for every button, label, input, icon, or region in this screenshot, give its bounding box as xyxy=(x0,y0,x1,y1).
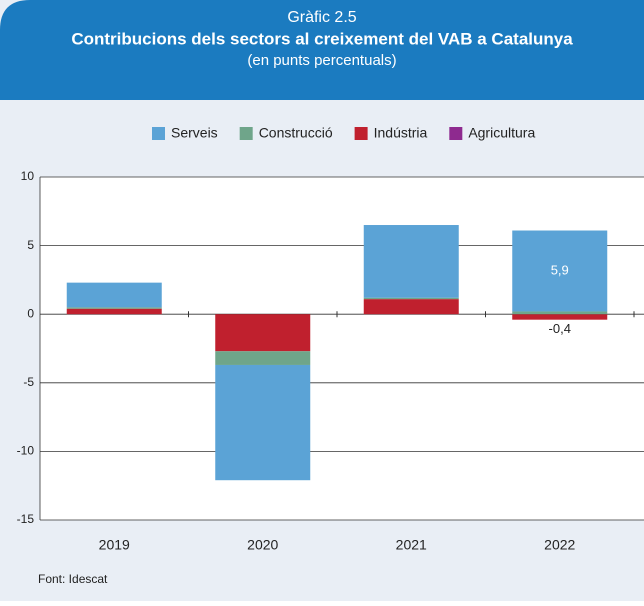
y-tick-label: -15 xyxy=(17,512,35,526)
bar-segment xyxy=(66,308,162,315)
y-tick-label: -5 xyxy=(23,375,34,389)
y-tick-label: 5 xyxy=(27,238,34,252)
source: Font: Idescat xyxy=(38,572,108,586)
x-tick-label: 2022 xyxy=(544,537,575,553)
legend-label: Indústria xyxy=(374,125,428,141)
bar-segment xyxy=(512,230,608,312)
bar-segment xyxy=(363,297,459,300)
legend-label: Agricultura xyxy=(468,125,535,141)
legend-label: Construcció xyxy=(259,125,333,141)
data-label: 5,9 xyxy=(551,262,569,277)
bar-segment xyxy=(363,225,459,298)
bar-segment xyxy=(215,314,311,352)
unit-note: (en punts percentuals) xyxy=(247,52,396,69)
legend-swatch xyxy=(239,127,253,140)
header xyxy=(0,0,644,100)
legend-swatch xyxy=(449,127,463,140)
legend-swatch xyxy=(354,127,368,140)
bar-segment xyxy=(215,364,311,481)
y-tick-label: 0 xyxy=(27,306,34,320)
chart-title: Gràfic 2.5 xyxy=(287,9,356,26)
x-tick-label: 2019 xyxy=(99,537,130,553)
chart-subtitle: Contribucions dels sectors al creixement… xyxy=(71,29,573,48)
x-tick-label: 2021 xyxy=(396,537,427,553)
plot-area xyxy=(40,177,644,520)
data-label: -0,4 xyxy=(549,321,571,336)
legend-label: Serveis xyxy=(171,125,218,141)
legend-swatch xyxy=(152,127,165,140)
y-tick-label: 10 xyxy=(21,169,35,183)
x-tick-label: 2020 xyxy=(247,537,278,553)
bar-segment xyxy=(66,307,162,309)
bar-segment xyxy=(66,282,162,308)
bar-segment xyxy=(512,311,608,315)
bar-segment xyxy=(215,351,311,365)
y-tick-label: -10 xyxy=(17,444,35,458)
bar-segment xyxy=(363,299,459,315)
bar-segment xyxy=(512,314,608,320)
